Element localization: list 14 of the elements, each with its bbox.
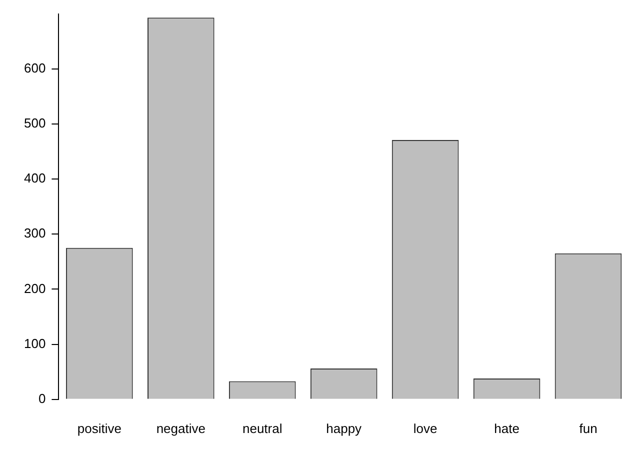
y-tick-label: 300 [24, 226, 46, 241]
y-tick-label: 0 [38, 390, 46, 406]
x-tick-label: fun [579, 420, 598, 436]
x-tick-label: positive [77, 420, 122, 436]
x-tick-label: hate [494, 420, 520, 436]
y-tick-label: 500 [24, 116, 46, 131]
y-tick-label: 600 [24, 60, 46, 76]
x-tick-label: love [413, 420, 438, 436]
y-tick-label: 200 [24, 280, 46, 296]
x-tick-label: neutral [242, 420, 282, 436]
x-tick-label: happy [326, 420, 362, 436]
y-tick-label: 100 [24, 336, 46, 351]
x-tick-label: negative [156, 420, 206, 436]
y-tick-label: 400 [24, 170, 46, 186]
